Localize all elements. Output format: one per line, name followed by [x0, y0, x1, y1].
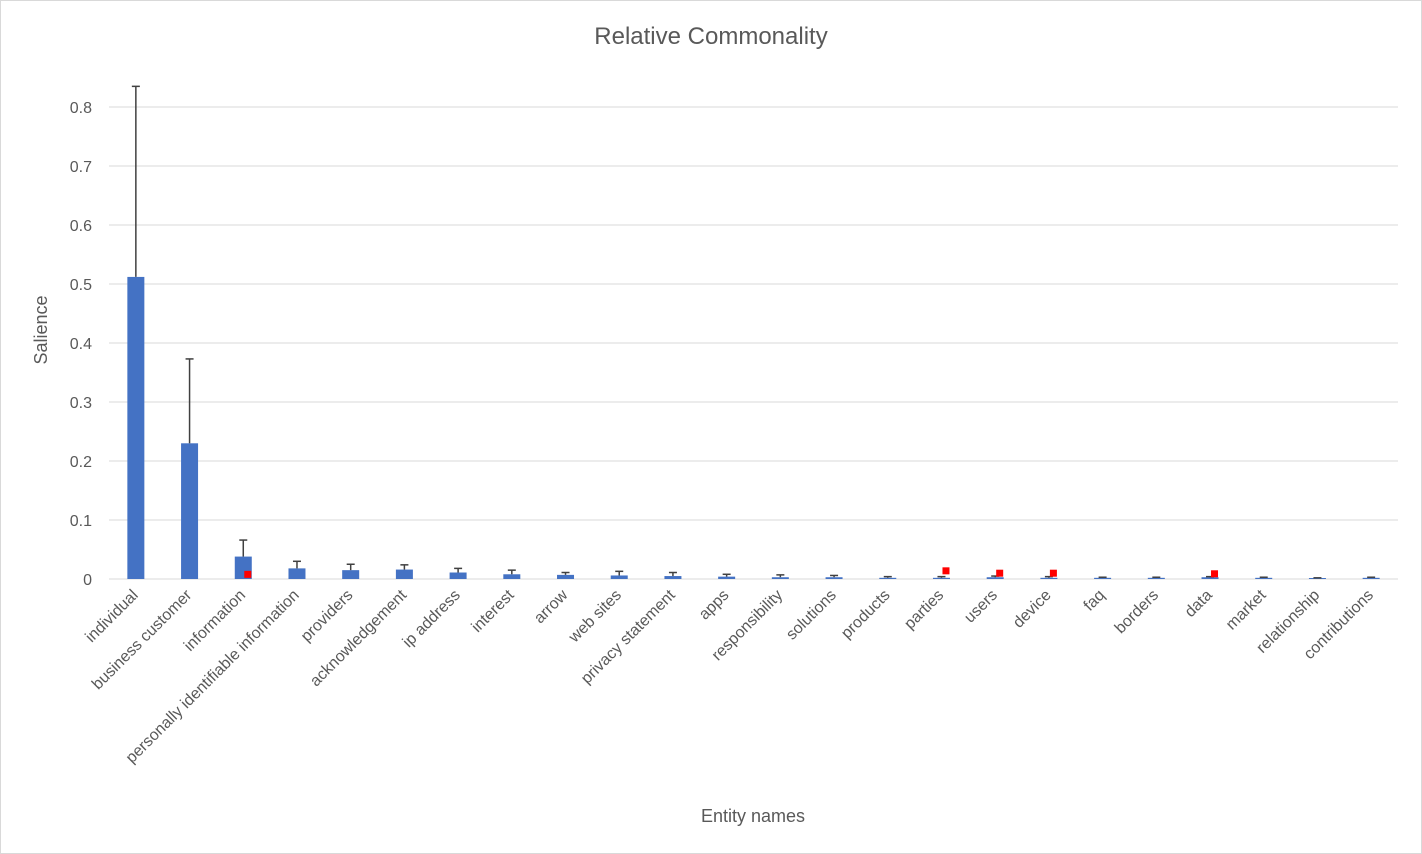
category-label-17: device: [1010, 587, 1055, 632]
chart-title: Relative Commonality: [594, 23, 827, 50]
bar-19: [1147, 577, 1165, 579]
category-label-13: solutions: [783, 587, 840, 644]
y-tick-label: 0.2: [70, 454, 92, 471]
bar-9: [610, 575, 628, 579]
marker-15: [942, 567, 950, 575]
bar-20: [1201, 577, 1219, 579]
bar-1: [181, 443, 199, 579]
category-label-21: market: [1223, 586, 1270, 633]
bar-11: [718, 576, 736, 579]
category-label-7: interest: [469, 586, 519, 636]
y-tick-label: 0.4: [70, 336, 92, 353]
category-label-10: privacy statement: [578, 586, 679, 687]
bar-18: [1094, 577, 1112, 579]
bar-16: [986, 577, 1004, 579]
bar-10: [664, 576, 682, 579]
category-label-8: arrow: [531, 586, 572, 627]
y-tick-label: 0.7: [70, 159, 92, 176]
y-tick-label: 0.5: [70, 277, 92, 294]
category-label-19: borders: [1112, 587, 1162, 637]
bar-14: [879, 577, 897, 579]
marker-16: [996, 569, 1004, 577]
y-tick-label: 0.6: [70, 218, 92, 235]
y-tick-label: 0: [83, 572, 92, 589]
category-label-18: faq: [1081, 587, 1109, 615]
bar-3: [288, 568, 306, 579]
category-label-11: apps: [696, 587, 733, 624]
bars: [127, 276, 1380, 579]
bar-15: [932, 577, 950, 579]
bar-8: [557, 574, 575, 579]
y-axis-title: Salience: [31, 295, 51, 364]
y-tick-labels: 0 0.1 0.2 0.3 0.4 0.5 0.6 0.7 0.8: [70, 100, 92, 589]
x-axis-title: Entity names: [701, 806, 805, 826]
category-label-16: users: [961, 587, 1001, 627]
bar-12: [771, 577, 789, 579]
bar-6: [449, 572, 467, 579]
markers: [244, 567, 1219, 578]
marker-17: [1049, 569, 1057, 577]
gridlines: [109, 106, 1398, 580]
category-label-5: acknowledgement: [307, 586, 411, 690]
category-label-20: data: [1182, 587, 1216, 621]
bar-0: [127, 276, 145, 579]
bar-5: [395, 569, 413, 579]
bar-13: [825, 577, 843, 579]
bar-23: [1362, 577, 1380, 579]
y-tick-label: 0.3: [70, 395, 92, 412]
bar-4: [342, 570, 360, 579]
category-label-6: ip address: [400, 587, 464, 651]
error-bars: [131, 85, 1376, 579]
bar-7: [503, 574, 521, 579]
y-tick-label: 0.1: [70, 513, 92, 530]
category-label-15: parties: [901, 587, 947, 633]
category-label-1: business customer: [89, 586, 196, 693]
y-tick-label: 0.8: [70, 100, 92, 117]
bar-21: [1255, 577, 1273, 579]
category-label-14: products: [838, 587, 893, 642]
marker-2: [244, 570, 252, 578]
marker-20: [1211, 570, 1219, 578]
bar-17: [1040, 577, 1058, 579]
